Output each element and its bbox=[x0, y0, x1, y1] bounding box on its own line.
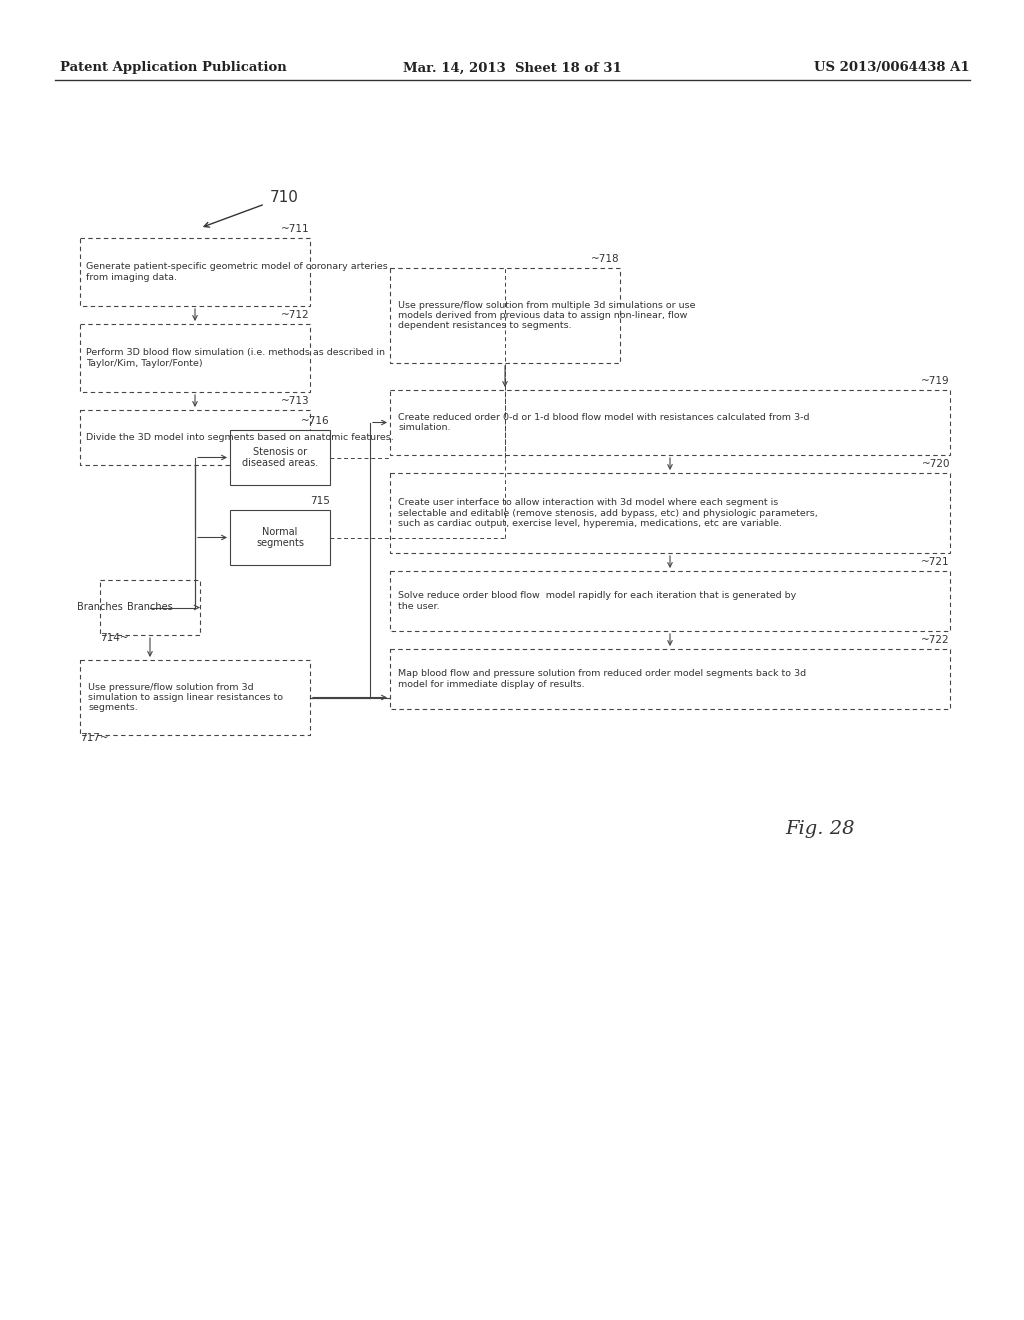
Text: ~720: ~720 bbox=[922, 459, 950, 469]
Text: Perform 3D blood flow simulation (i.e. methods as described in
Taylor/Kim, Taylo: Perform 3D blood flow simulation (i.e. m… bbox=[86, 348, 385, 368]
Text: Use pressure/flow solution from multiple 3d simulations or use
models derived fr: Use pressure/flow solution from multiple… bbox=[398, 301, 695, 330]
Text: Branches: Branches bbox=[127, 602, 173, 612]
Bar bbox=[230, 510, 330, 565]
Text: ~719: ~719 bbox=[922, 376, 950, 385]
Text: ~716: ~716 bbox=[301, 416, 330, 426]
Text: Divide the 3D model into segments based on anatomic features.: Divide the 3D model into segments based … bbox=[86, 433, 394, 442]
Text: Fig. 28: Fig. 28 bbox=[785, 820, 855, 838]
Text: ~722: ~722 bbox=[922, 635, 950, 645]
Text: ~718: ~718 bbox=[592, 253, 620, 264]
Text: 715: 715 bbox=[310, 496, 330, 506]
Text: 714~: 714~ bbox=[100, 634, 129, 643]
Bar bbox=[390, 572, 950, 631]
Text: Create user interface to allow interaction with 3d model where each segment is
s: Create user interface to allow interacti… bbox=[398, 498, 818, 528]
Bar bbox=[230, 430, 330, 484]
Text: ~721: ~721 bbox=[922, 557, 950, 568]
Text: Generate patient-specific geometric model of coronary arteries
from imaging data: Generate patient-specific geometric mode… bbox=[86, 263, 388, 281]
Text: Patent Application Publication: Patent Application Publication bbox=[60, 62, 287, 74]
Text: Branches: Branches bbox=[77, 602, 123, 612]
Bar bbox=[100, 579, 200, 635]
Bar bbox=[80, 411, 310, 465]
Text: Use pressure/flow solution from 3d
simulation to assign linear resistances to
se: Use pressure/flow solution from 3d simul… bbox=[88, 682, 283, 713]
Text: Create reduced order 0-d or 1-d blood flow model with resistances calculated fro: Create reduced order 0-d or 1-d blood fl… bbox=[398, 413, 810, 432]
Text: Solve reduce order blood flow  model rapidly for each iteration that is generate: Solve reduce order blood flow model rapi… bbox=[398, 591, 797, 611]
Text: Normal
segments: Normal segments bbox=[256, 527, 304, 548]
Bar bbox=[80, 660, 310, 735]
Text: 717~: 717~ bbox=[80, 733, 109, 743]
Text: ~711: ~711 bbox=[282, 224, 310, 234]
Text: Stenosis or
diseased areas.: Stenosis or diseased areas. bbox=[242, 446, 318, 469]
Text: ~713: ~713 bbox=[282, 396, 310, 407]
Bar bbox=[390, 268, 620, 363]
Text: ~712: ~712 bbox=[282, 310, 310, 319]
Bar bbox=[390, 473, 950, 553]
Text: Map blood flow and pressure solution from reduced order model segments back to 3: Map blood flow and pressure solution fro… bbox=[398, 669, 806, 689]
Bar bbox=[390, 649, 950, 709]
Bar bbox=[80, 323, 310, 392]
Text: Mar. 14, 2013  Sheet 18 of 31: Mar. 14, 2013 Sheet 18 of 31 bbox=[402, 62, 622, 74]
Text: 710: 710 bbox=[270, 190, 299, 206]
Text: US 2013/0064438 A1: US 2013/0064438 A1 bbox=[814, 62, 970, 74]
Bar bbox=[390, 389, 950, 455]
Bar bbox=[80, 238, 310, 306]
